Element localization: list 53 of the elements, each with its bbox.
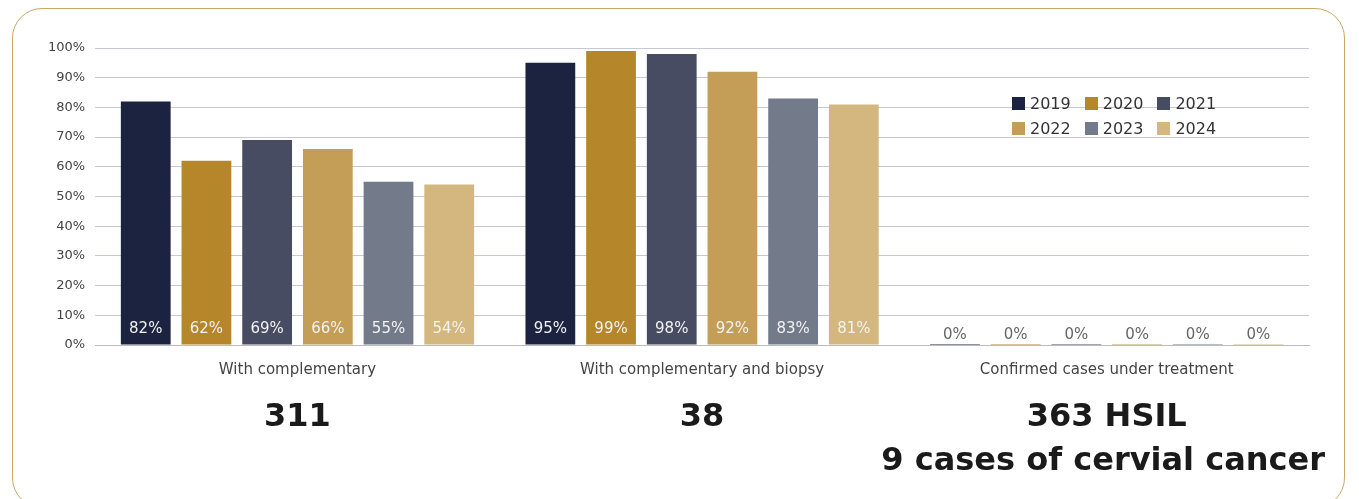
bar bbox=[646, 53, 697, 345]
bar bbox=[242, 140, 293, 345]
data-label: 69% bbox=[250, 318, 284, 337]
bar bbox=[525, 62, 576, 345]
text: 363 HSIL 9 cases of cervial cancer bbox=[881, 396, 1326, 479]
legend-label: 2023 bbox=[1102, 119, 1144, 138]
x-tick-label: With complementary bbox=[218, 359, 377, 378]
y-tick-label: 100% bbox=[47, 39, 86, 55]
data-label: 0% bbox=[1246, 324, 1271, 343]
bar bbox=[181, 160, 232, 345]
y-tick-label: 80% bbox=[56, 98, 86, 114]
data-label: 55% bbox=[371, 318, 406, 337]
bar bbox=[363, 181, 414, 345]
data-label: 54% bbox=[432, 318, 466, 337]
bar bbox=[768, 98, 818, 345]
data-label: 81% bbox=[837, 318, 871, 337]
bar bbox=[586, 50, 636, 345]
bar bbox=[707, 71, 758, 345]
legend-label: 2019 bbox=[1030, 94, 1071, 113]
y-tick-label: 40% bbox=[56, 217, 86, 233]
y-tick-label: 60% bbox=[56, 158, 86, 174]
y-tick-label: 20% bbox=[56, 276, 86, 292]
bar bbox=[828, 104, 879, 345]
y-tick-label: 30% bbox=[56, 247, 86, 263]
text: 38 bbox=[679, 396, 725, 435]
data-label: 83% bbox=[776, 318, 810, 337]
y-tick-label: 10% bbox=[56, 306, 86, 322]
data-label: 66% bbox=[311, 318, 345, 337]
legend-label: 2020 bbox=[1102, 94, 1144, 113]
text: 311 bbox=[264, 396, 331, 435]
legend-label: 2024 bbox=[1175, 119, 1217, 138]
data-label: 0% bbox=[1064, 324, 1089, 343]
legend-label: 2021 bbox=[1175, 94, 1217, 113]
data-label: 0% bbox=[1125, 324, 1149, 343]
data-label: 95% bbox=[533, 318, 568, 337]
x-tick-label: Confirmed cases under treatment bbox=[979, 359, 1234, 378]
data-label: 98% bbox=[655, 318, 689, 337]
bar bbox=[302, 148, 353, 345]
bar bbox=[424, 184, 475, 345]
y-tick-label: 90% bbox=[56, 69, 86, 85]
data-label: 0% bbox=[1185, 324, 1210, 343]
data-label: 62% bbox=[189, 318, 224, 337]
data-label: 92% bbox=[715, 318, 750, 337]
y-tick-label: 70% bbox=[56, 128, 86, 144]
data-label: 0% bbox=[943, 324, 967, 343]
data-label: 99% bbox=[594, 318, 628, 337]
legend-label: 2022 bbox=[1030, 119, 1071, 138]
y-tick-label: 50% bbox=[56, 187, 86, 203]
bar bbox=[120, 101, 171, 345]
y-tick-label: 0% bbox=[64, 336, 86, 352]
x-tick-label: With complementary and biopsy bbox=[580, 359, 825, 378]
data-label: 82% bbox=[129, 318, 163, 337]
data-label: 0% bbox=[1003, 324, 1028, 343]
